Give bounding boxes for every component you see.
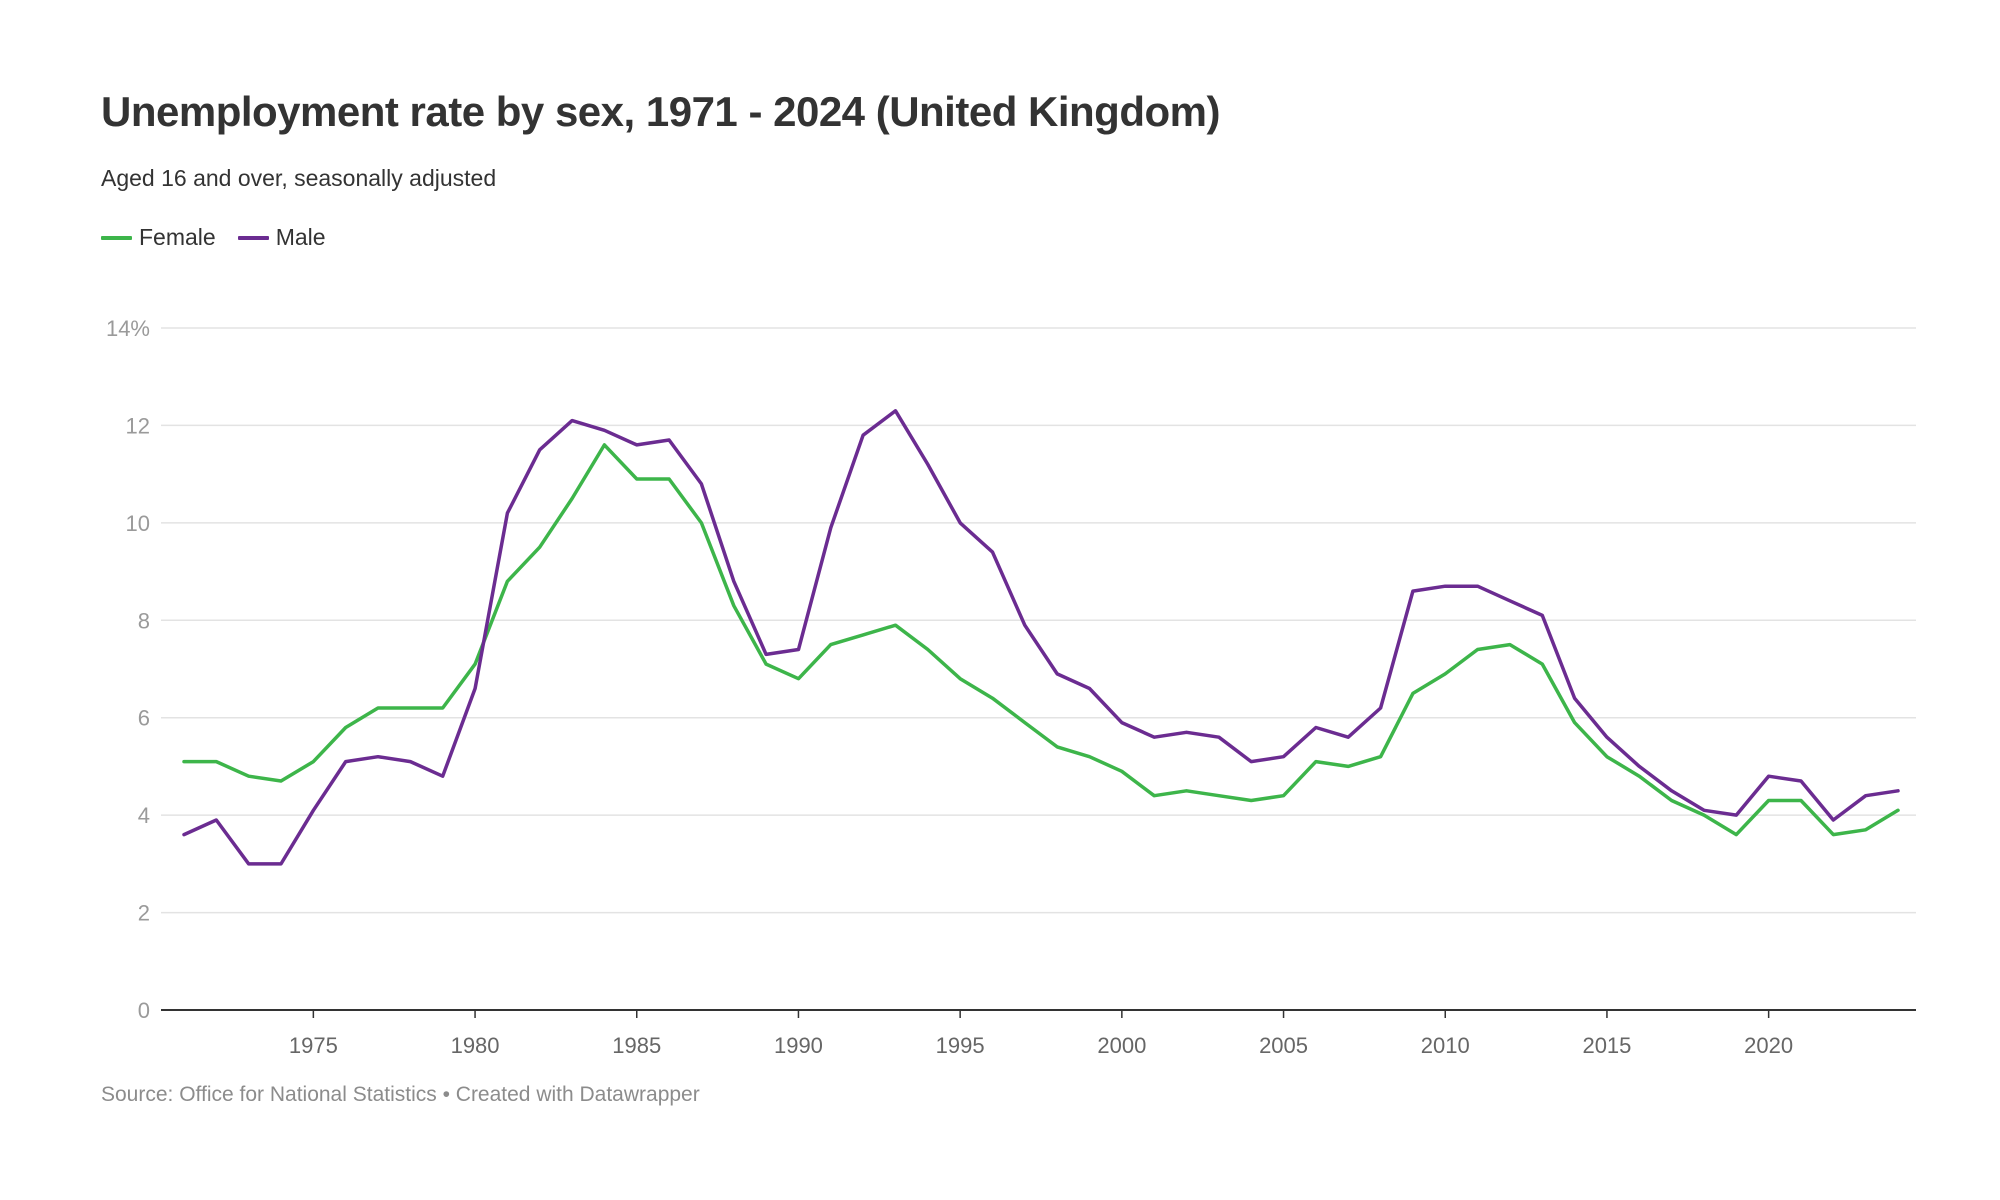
x-tick-label-2010: 2010 xyxy=(1421,1033,1470,1058)
x-tick-label-2005: 2005 xyxy=(1259,1033,1308,1058)
source-note: Source: Office for National Statistics •… xyxy=(101,1083,700,1106)
chart-title: Unemployment rate by sex, 1971 - 2024 (U… xyxy=(101,88,1220,135)
y-tick-label-12: 12 xyxy=(126,413,150,438)
axes: 0 2 4 6 8 10 12 14% 1975 1980 1985 1990 1995 2000 2005… xyxy=(106,316,1916,1058)
x-tick-label-2015: 2015 xyxy=(1582,1033,1631,1058)
x-tick-label-1975: 1975 xyxy=(289,1033,338,1058)
y-tick-label-4: 4 xyxy=(138,803,150,828)
x-tick-label-1990: 1990 xyxy=(774,1033,823,1058)
y-tick-label-8: 8 xyxy=(138,608,150,633)
series-lines xyxy=(182,409,1900,866)
legend-item-male: Male xyxy=(237,224,326,251)
legend-label-male: Male xyxy=(275,224,326,250)
y-tick-label-2: 2 xyxy=(138,901,150,926)
x-tick-label-1980: 1980 xyxy=(451,1033,500,1058)
x-tick-label-1995: 1995 xyxy=(936,1033,985,1058)
x-tick-label-2000: 2000 xyxy=(1097,1033,1146,1058)
y-tick-label-14: 14% xyxy=(106,316,150,341)
y-tick-label-10: 10 xyxy=(126,511,150,536)
chart-subtitle: Aged 16 and over, seasonally adjusted xyxy=(101,165,497,191)
gridlines xyxy=(161,327,1916,914)
series-line-male xyxy=(182,409,1900,866)
y-tick-label-0: 0 xyxy=(138,998,150,1023)
y-tick-label-6: 6 xyxy=(138,706,150,731)
legend-item-female: Female xyxy=(101,224,216,251)
series-line-female xyxy=(182,443,1900,837)
legend-label-female: Female xyxy=(139,224,216,250)
legend-swatch-female xyxy=(101,235,132,240)
legend: Female Male xyxy=(101,224,326,251)
x-tick-label-2020: 2020 xyxy=(1744,1033,1793,1058)
x-tick-label-1985: 1985 xyxy=(612,1033,661,1058)
legend-swatch-male xyxy=(237,235,269,240)
